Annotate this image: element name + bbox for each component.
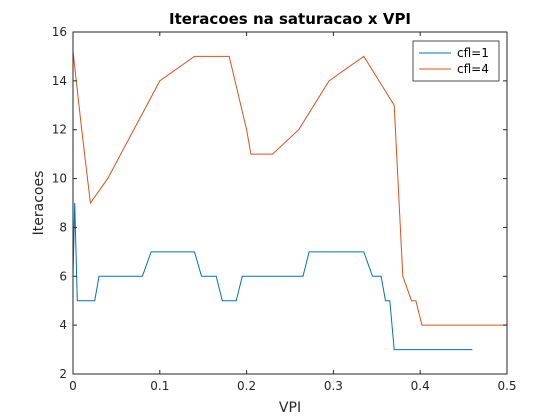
series-line-2 — [72, 51, 507, 326]
plot-area — [73, 32, 507, 374]
y-tick-label: 6 — [59, 269, 67, 283]
y-tick-label: 10 — [52, 172, 67, 186]
series-layer — [72, 51, 507, 351]
x-tick-label: 0.2 — [237, 379, 256, 393]
y-tick-label: 12 — [52, 123, 67, 137]
legend-label-2: cfl=4 — [457, 62, 489, 76]
legend-box — [412, 40, 500, 82]
legend: cfl=1 cfl=4 — [412, 40, 500, 82]
x-tick-label: 0.3 — [324, 379, 343, 393]
axes-layer: 0 0.1 0.2 0.3 0.4 0.5 2 4 6 8 10 12 14 16 — [52, 25, 517, 393]
y-tick-label: 4 — [59, 318, 67, 332]
y-tick-label: 2 — [59, 367, 67, 381]
y-tick-label: 16 — [52, 25, 67, 39]
y-tick-label: 14 — [52, 74, 67, 88]
axes-box — [72, 31, 508, 375]
x-tick-label: 0.5 — [497, 379, 516, 393]
chart-title: Iteracoes na saturacao x VPI — [169, 10, 411, 28]
x-axis-label: VPI — [279, 400, 301, 416]
x-tick-label: 0 — [69, 379, 77, 393]
x-tick-label: 0.4 — [411, 379, 430, 393]
legend-label-1: cfl=1 — [457, 46, 489, 60]
x-tick-label: 0.1 — [150, 379, 169, 393]
y-tick-label: 8 — [59, 220, 67, 234]
y-axis-label: Iteracoes — [31, 171, 47, 236]
series-line-1 — [72, 202, 473, 351]
